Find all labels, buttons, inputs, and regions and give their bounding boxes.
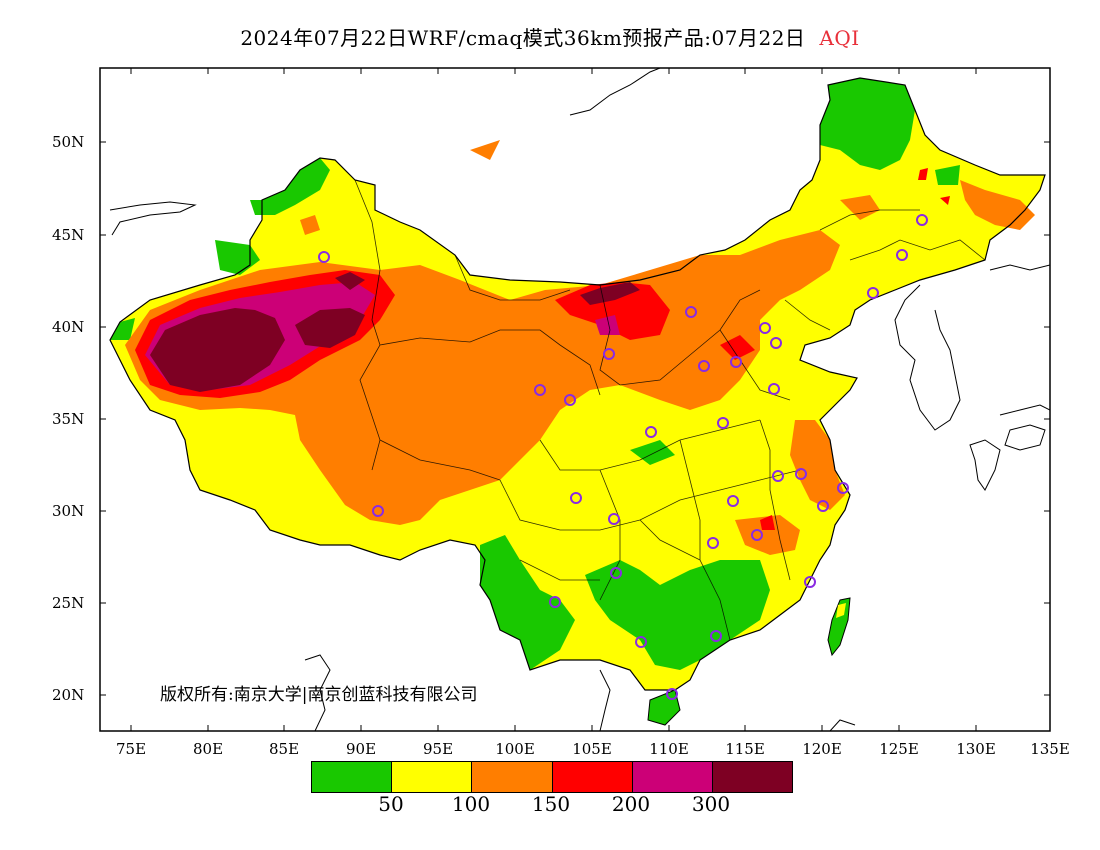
legend-swatch-very-unhealthy (631, 762, 712, 792)
lon-label-80e: 80E (192, 740, 224, 758)
lon-label-85e: 85E (268, 740, 300, 758)
lon-label-135e: 135E (1030, 740, 1070, 758)
lat-label-35n: 35N (52, 410, 85, 428)
region-good (110, 78, 960, 725)
lat-label-25n: 25N (52, 594, 85, 612)
legend-label-200: 200 (611, 792, 651, 816)
taiwan (827, 597, 851, 657)
copyright-text: 版权所有:南京大学|南京创蓝科技有限公司 (160, 685, 478, 705)
title-variable: AQI (819, 26, 860, 50)
lat-label-50n: 50N (52, 133, 85, 151)
lon-label-120e: 120E (802, 740, 842, 758)
lat-label-45n: 45N (52, 226, 85, 244)
lon-label-100e: 100E (495, 740, 535, 758)
map-frame (99, 67, 1051, 732)
lon-label-115e: 115E (725, 740, 765, 758)
lat-label-20n: 20N (52, 686, 85, 704)
legend-swatch-good (312, 762, 392, 792)
station-markers (318, 214, 928, 700)
title-main: 2024年07月22日WRF/cmaq模式36km预报产品:07月22日 (240, 26, 806, 50)
legend-swatch-usg (471, 762, 552, 792)
region-hazardous (150, 272, 640, 392)
lon-label-95e: 95E (422, 740, 454, 758)
lat-label-40n: 40N (52, 318, 85, 336)
legend-label-150: 150 (531, 792, 571, 816)
lon-label-90e: 90E (345, 740, 377, 758)
lon-label-110e: 110E (649, 740, 689, 758)
legend-label-100: 100 (451, 792, 491, 816)
lon-label-105e: 105E (572, 740, 612, 758)
province-borders (354, 179, 986, 641)
lon-label-125e: 125E (879, 740, 919, 758)
axis-ticks (100, 68, 1050, 731)
coastlines (109, 68, 1050, 731)
lon-label-130e: 130E (956, 740, 996, 758)
map-title: 2024年07月22日WRF/cmaq模式36km预报产品:07月22日 AQI (0, 22, 1100, 51)
lat-label-30n: 30N (52, 502, 85, 520)
legend-label-300: 300 (691, 792, 731, 816)
legend-label-50: 50 (378, 792, 404, 816)
aqi-legend (311, 761, 793, 793)
legend-swatch-moderate (391, 762, 472, 792)
legend-swatch-hazardous (711, 762, 793, 792)
legend-swatch-unhealthy (551, 762, 632, 792)
lon-label-75e: 75E (115, 740, 147, 758)
china-border (109, 77, 1046, 691)
